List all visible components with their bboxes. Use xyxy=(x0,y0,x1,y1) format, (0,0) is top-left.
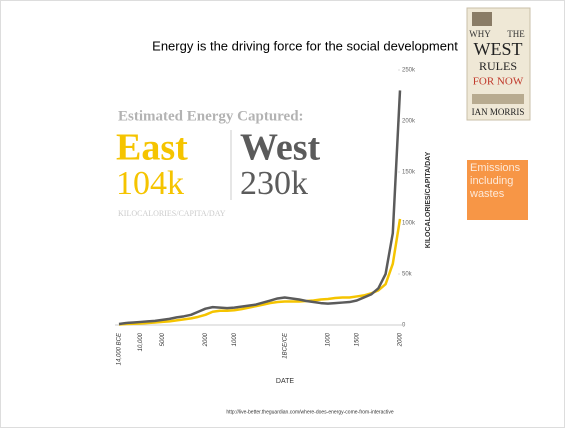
x-tick-label: 10,000 xyxy=(138,332,144,351)
book-author: IAN MORRIS xyxy=(472,107,525,117)
book-text: RULES xyxy=(479,59,517,73)
source: http://live-better.theguardian.com/where… xyxy=(226,409,394,415)
overlay-east-value: 104k xyxy=(116,165,184,202)
x-tick-label: 1500 xyxy=(354,332,360,346)
overlay-east: East xyxy=(116,127,188,169)
y-tick-label: 150k xyxy=(402,170,416,176)
book-text: WHY xyxy=(469,29,491,39)
book-cover: WHY THE WEST RULES FOR NOW IAN MORRIS xyxy=(467,8,530,120)
overlay-west-value: 230k xyxy=(240,165,308,202)
x-tick-label: 1000 xyxy=(326,332,332,346)
x-tick-label: 14,000 BCE xyxy=(117,332,123,365)
x-tick-label: 2000 xyxy=(203,332,209,347)
slide-title: Energy is the driving force for the soci… xyxy=(152,38,458,53)
x-tick-label: 2000 xyxy=(398,332,404,347)
overlay-unit: KILOCALORIES/CAPITA/DAY xyxy=(118,209,226,218)
book-text: FOR NOW xyxy=(473,76,524,88)
x-axis-label: DATE xyxy=(276,378,294,385)
x-tick-label: 5000 xyxy=(160,332,166,346)
y-axis-label: KILOCALORIES/CAPITA/DAY xyxy=(425,151,432,248)
note-wrap: Emissions including wastes xyxy=(470,162,527,220)
y-tick-label: 50k xyxy=(402,272,413,278)
overlay-heading: Estimated Energy Captured: xyxy=(118,108,304,124)
book-text: THE xyxy=(507,29,525,39)
note-text: Emissions including wastes xyxy=(470,162,527,201)
book-text: WEST xyxy=(474,39,523,59)
book-illustration xyxy=(472,12,492,26)
y-tick-label: 200k xyxy=(402,119,416,125)
x-tick-label: 1000 xyxy=(232,332,238,346)
overlay-west: West xyxy=(240,127,321,169)
x-tick-label: 1BCE/CE xyxy=(282,332,288,359)
y-tick-label: 250k xyxy=(402,68,416,74)
book-illustration xyxy=(472,94,524,104)
slide: Energy is the driving force for the soci… xyxy=(0,0,565,428)
y-tick-label: 100k xyxy=(402,221,416,227)
note-box: Emissions including wastes xyxy=(467,160,528,220)
